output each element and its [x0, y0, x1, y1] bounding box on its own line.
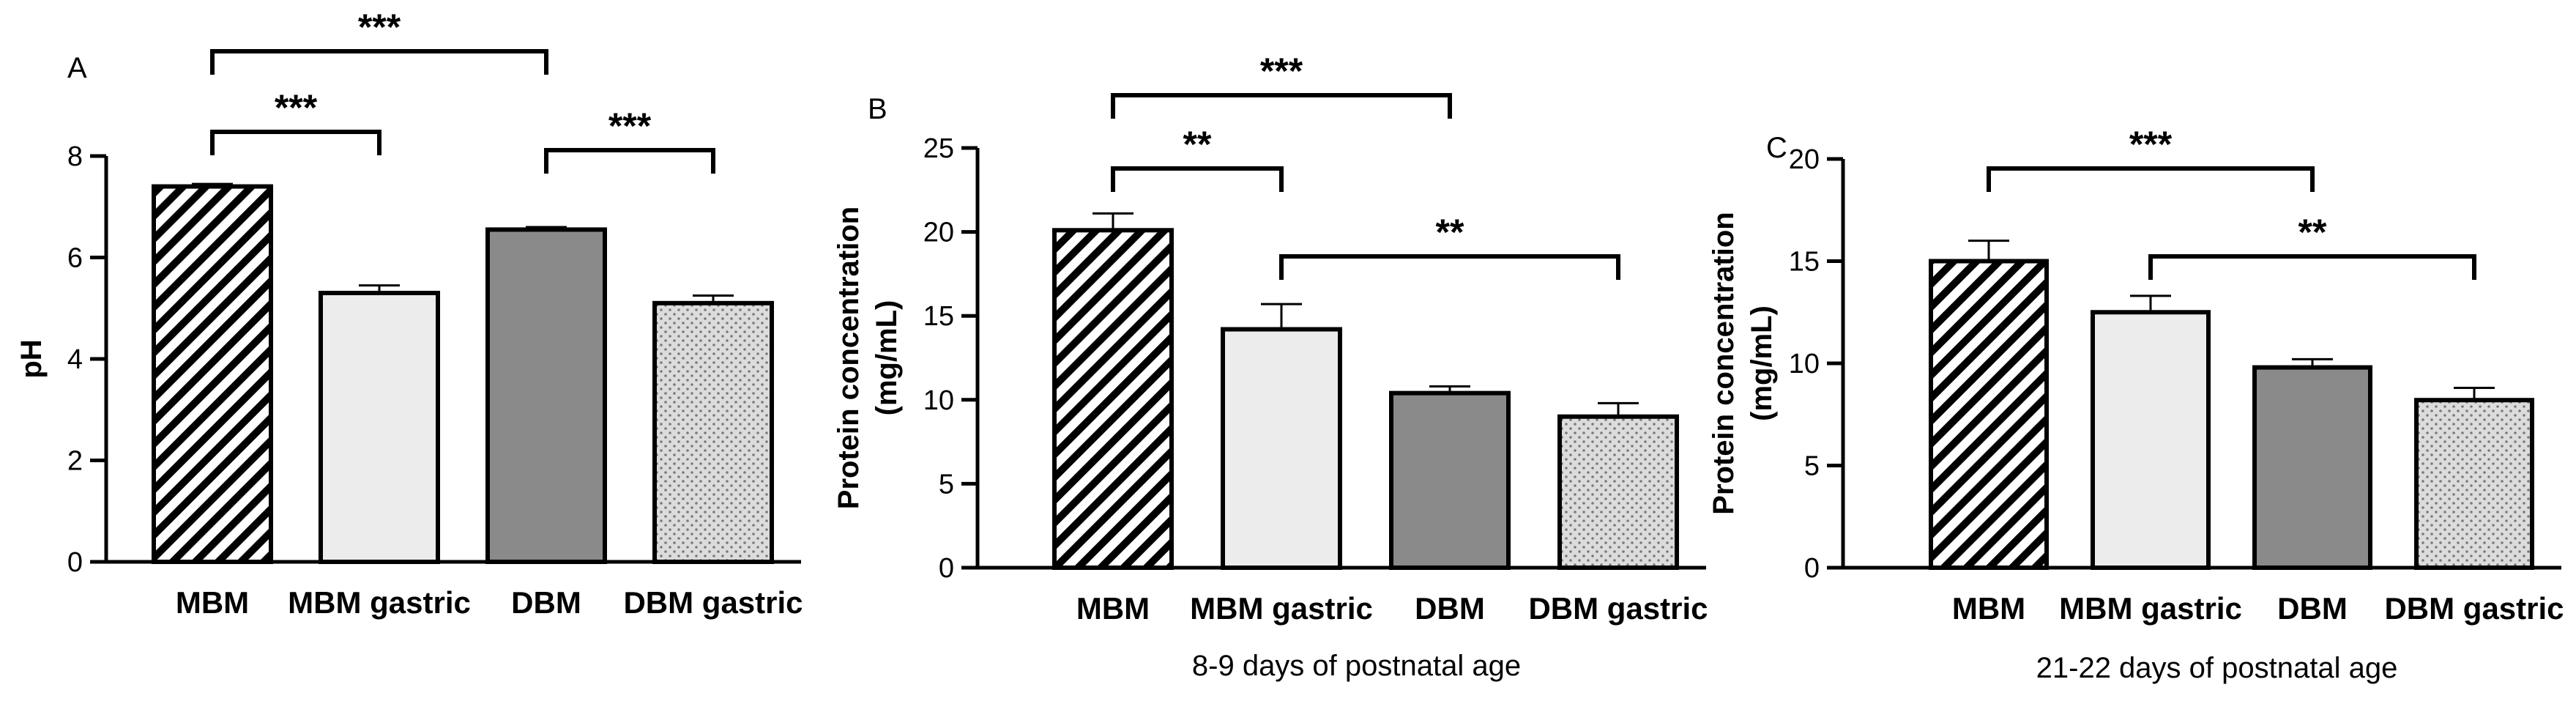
- bar-mbm-gastric: [1221, 327, 1342, 570]
- significance-label: ***: [275, 87, 318, 128]
- significance-label: ***: [1260, 51, 1303, 92]
- bar-dbm-gastric: [652, 300, 774, 564]
- category-label: MBM: [176, 585, 249, 620]
- significance-bracket: [1111, 93, 1452, 119]
- significance-label: ***: [608, 105, 652, 147]
- bar-mbm-gastric: [2091, 310, 2211, 570]
- bar-mbm: [1929, 259, 2049, 570]
- y-tick-label: 6: [67, 243, 83, 274]
- y-axis-title-line: Protein concentration: [833, 207, 865, 509]
- chart-panel-c: C 0 5 10 15 20 Protein concentration (mg/mL) MBM…: [1708, 124, 2564, 684]
- bar-dbm: [485, 227, 607, 564]
- chart-panel-b: B 0 5 10 15 20 25 Protein concentration (mg/mL) M…: [833, 51, 1708, 682]
- y-tick-label: 2: [67, 446, 83, 477]
- significance-bracket: [210, 130, 381, 155]
- chart-panel-a: A 0 2 4 6 8 pH MBM MBM gastric DBM DBM gastric *** *…: [15, 7, 803, 620]
- x-axis-caption: 21-22 days of postnatal age: [2036, 652, 2398, 684]
- category-label: DBM gastric: [2384, 591, 2564, 626]
- bar-dbm-gastric: [2414, 398, 2534, 570]
- category-label: DBM gastric: [1528, 591, 1708, 626]
- y-tick-label: 0: [939, 553, 954, 584]
- category-label: MBM gastric: [288, 585, 471, 620]
- significance-bracket: [210, 49, 548, 75]
- bar-mbm: [1052, 228, 1174, 570]
- significance-bracket: [1987, 166, 2315, 192]
- bar-dbm: [2252, 365, 2372, 570]
- y-tick-label: 8: [67, 141, 83, 172]
- y-tick-label: 0: [67, 547, 83, 578]
- significance-label: **: [1436, 212, 1464, 253]
- category-label: DBM gastric: [623, 585, 803, 620]
- y-axis-title: pH: [15, 339, 48, 378]
- category-label: MBM gastric: [1190, 591, 1373, 626]
- y-tick-label: 5: [939, 469, 954, 500]
- significance-bracket: [1279, 254, 1620, 280]
- y-axis-title-line: Protein concentration: [1708, 212, 1740, 514]
- y-tick-label: 20: [1789, 144, 1820, 175]
- y-axis-title-line: (mg/mL): [871, 300, 903, 416]
- y-tick-label: 20: [923, 218, 954, 248]
- category-label: DBM: [511, 585, 581, 620]
- y-axis-title: Protein concentration (mg/mL): [833, 207, 903, 509]
- category-label: DBM: [2277, 591, 2348, 626]
- bar-mbm-gastric: [319, 290, 440, 564]
- bar-mbm: [152, 184, 273, 565]
- y-tick-label: 15: [1789, 247, 1820, 278]
- panel-letter: A: [67, 52, 87, 84]
- y-tick-label: 15: [923, 301, 954, 332]
- significance-bracket: [544, 148, 715, 174]
- category-label: MBM: [1076, 591, 1150, 626]
- panel-letter: C: [1766, 132, 1787, 164]
- category-label: MBM: [1952, 591, 2025, 626]
- y-tick-label: 25: [923, 133, 954, 164]
- y-tick-label: 0: [1804, 553, 1820, 584]
- category-label: MBM gastric: [2059, 591, 2242, 626]
- significance-label: **: [1183, 124, 1212, 165]
- y-tick-label: 10: [1789, 349, 1820, 379]
- category-label: DBM: [1415, 591, 1485, 626]
- significance-bracket: [1111, 166, 1284, 192]
- significance-label: ***: [358, 7, 401, 48]
- y-tick-label: 5: [1804, 451, 1820, 482]
- bar-dbm: [1389, 390, 1511, 571]
- y-axis-title-line: pH: [15, 339, 48, 378]
- x-axis-caption: 8-9 days of postnatal age: [1192, 650, 1521, 682]
- y-axis-title: Protein concentration (mg/mL): [1708, 212, 1778, 514]
- significance-label: **: [2298, 212, 2327, 253]
- panel-letter: B: [868, 93, 887, 125]
- y-tick-label: 4: [67, 344, 83, 375]
- bar-dbm-gastric: [1557, 414, 1679, 570]
- y-axis-title-line: (mg/mL): [1746, 305, 1778, 421]
- significance-bracket: [2148, 254, 2476, 280]
- y-tick-label: 10: [923, 385, 954, 416]
- significance-label: ***: [2129, 124, 2173, 165]
